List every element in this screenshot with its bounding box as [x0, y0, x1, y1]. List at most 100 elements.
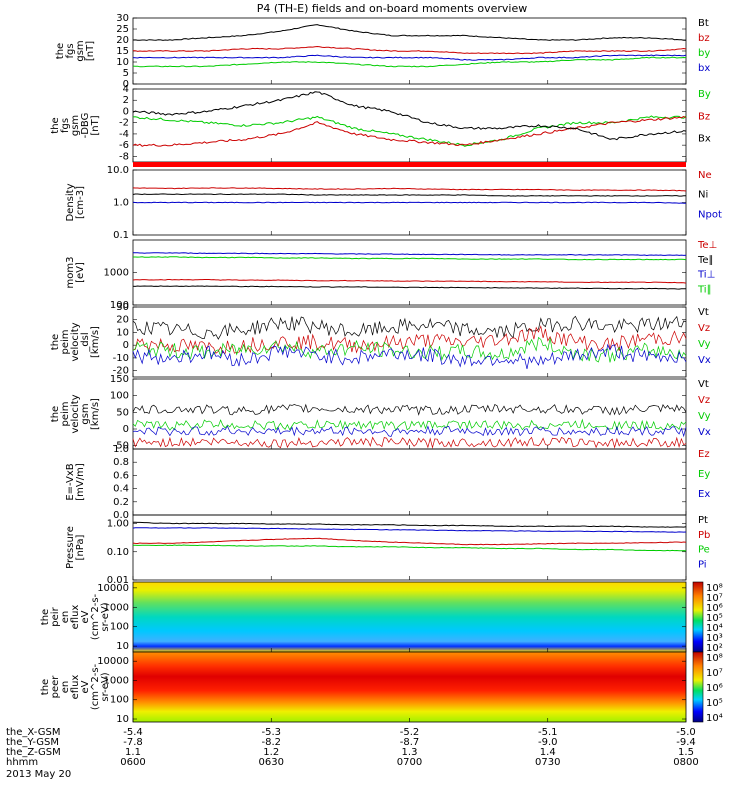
series-line-Bx	[132, 91, 687, 141]
legend-entry: Vx	[698, 355, 711, 366]
y-axis-label: [km/s]	[90, 398, 101, 430]
y-axis-label: _dsl	[80, 332, 91, 352]
panel-frame	[132, 378, 687, 450]
x-tick-label: 0600	[120, 757, 145, 768]
y-axis-label: eflux	[70, 675, 81, 700]
series-line-Vz	[132, 325, 687, 354]
y-axis-label: peir	[50, 606, 61, 626]
y-axis-label: eV	[80, 610, 91, 623]
panel-frame	[132, 306, 687, 378]
y-axis-label: peim	[60, 401, 71, 426]
colorbar-tick-label: 10⁵	[706, 613, 723, 624]
legend-entry: Vt	[698, 379, 709, 390]
legend-entry: Ni	[698, 190, 708, 201]
x-tick-label: 1.1	[125, 747, 141, 758]
y-tick-label: 10	[116, 327, 129, 338]
x-tick-label: -5.1	[538, 727, 558, 738]
y-tick-label: 0	[123, 106, 129, 117]
y-tick-label: -8	[119, 151, 129, 162]
y-axis-label: [nT]	[90, 115, 101, 135]
legend-entry: Vz	[698, 323, 710, 334]
y-tick-label: 0	[123, 79, 129, 90]
y-axis-label: [cm-3]	[75, 186, 86, 219]
y-axis-label: velocity	[70, 322, 81, 361]
colorbar-tick-label: 10⁸	[706, 583, 723, 594]
y-tick-label: 10.0	[107, 165, 129, 176]
legend-entry: Vy	[698, 339, 711, 350]
panel-pressure: 1.00 0.10 0.01 Pressure [nPa] Pt Pb Pe Pi	[65, 514, 710, 586]
x-tick-label: -9.4	[676, 737, 696, 748]
series-line-Pi	[132, 527, 687, 533]
legend-entry: Ez	[698, 449, 710, 460]
colorbar-gradient	[692, 581, 704, 653]
y-axis-label: eV	[80, 680, 91, 693]
x-tick-label: 1.3	[402, 747, 418, 758]
series-line-by	[132, 56, 687, 68]
y-axis-label: peim	[60, 329, 71, 354]
y-tick-label: 0.6	[113, 470, 129, 481]
series-line-Bz	[132, 116, 687, 147]
red-bar	[133, 162, 686, 167]
colorbar-tick-label: 10²	[706, 643, 723, 654]
y-tick-label: 0.10	[107, 547, 129, 558]
y-tick-label: 0.2	[113, 497, 129, 508]
legend-entry: Bt	[698, 18, 709, 29]
y-tick-label: 100	[110, 391, 129, 402]
colorbar-tick-label: 10⁴	[706, 623, 723, 634]
series-line-Pb	[132, 537, 687, 546]
y-tick-label: 10	[116, 641, 129, 652]
y-axis-label: fgs	[60, 118, 71, 133]
x-tick-label: 1.4	[540, 747, 556, 758]
series-line-Pe	[132, 544, 687, 552]
colorbar-gradient	[692, 651, 704, 723]
colorbar-tick-label: 10⁵	[706, 698, 723, 709]
y-tick-label: 10000	[97, 656, 129, 667]
y-tick-label: 25	[116, 24, 129, 35]
y-tick-label: 100	[110, 300, 129, 311]
x-tick-label: -5.3	[261, 727, 281, 738]
y-tick-label: 0	[123, 340, 129, 351]
legend-entry: Te⊥	[697, 240, 717, 251]
legend-entry: Ti∥	[697, 284, 712, 295]
y-axis-label: the	[50, 406, 61, 422]
series-line-Vy	[132, 418, 687, 431]
y-axis-label: -DBG	[80, 113, 91, 139]
y-tick-label: 4	[123, 84, 129, 95]
y-tick-label: 30	[116, 302, 129, 313]
x-tick-label: -8.2	[261, 737, 281, 748]
x-tick-label: 0630	[259, 757, 284, 768]
x-tick-label: -5.4	[123, 727, 143, 738]
y-axis-label: the	[40, 609, 51, 625]
y-tick-label: 100	[110, 622, 129, 633]
x-axis-row-label: the_Z-GSM	[6, 747, 61, 758]
colorbar-tick-label: 10⁶	[706, 683, 723, 694]
x-axis-row-label: hhmm	[6, 757, 38, 768]
y-tick-label: 2	[123, 95, 129, 106]
y-axis-label: en	[60, 681, 71, 694]
y-tick-label: 5	[123, 68, 129, 79]
series-line-Npot	[132, 201, 687, 204]
y-axis-label: (cm^2-s-	[90, 593, 101, 640]
spectrogram-image	[133, 652, 686, 722]
colorbar-tick-label: 10⁷	[706, 668, 723, 679]
x-tick-label: 0700	[397, 757, 422, 768]
y-tick-label: 150	[110, 374, 129, 385]
x-tick-label: 1.5	[678, 747, 694, 758]
series-line-Bt	[132, 24, 686, 41]
panel-density: 10.0 1.0 0.1 Density [cm-3] Ne Ni Npot	[65, 165, 722, 241]
x-tick-label: -8.7	[400, 737, 420, 748]
y-tick-label: 1000	[104, 602, 129, 613]
y-tick-label: -50	[113, 441, 129, 452]
panel-temperature: 1000 100 mom3 [eV] Te⊥ Te∥ Ti⊥ Ti∥	[65, 239, 717, 311]
x-axis-row-label: the_X-GSM	[6, 727, 60, 738]
y-axis-label: [nPa]	[75, 534, 86, 560]
panel-e-field: 1.0 0.8 0.6 0.4 0.2 0.0 E=-VxB [mV/m] Ez Ey Ex	[65, 444, 710, 521]
legend-entry: bx	[698, 63, 710, 74]
y-tick-label: 10	[116, 714, 129, 725]
series-line-Vt	[132, 403, 687, 416]
series-line-Vz	[132, 436, 687, 449]
panel-peer-energy-spectrogram: 10⁸ 10⁷ 10⁶ 10⁵ 10⁴ 10000 1000 100 10 the peer en ef…	[40, 651, 723, 725]
y-tick-label: 1.00	[107, 519, 129, 530]
